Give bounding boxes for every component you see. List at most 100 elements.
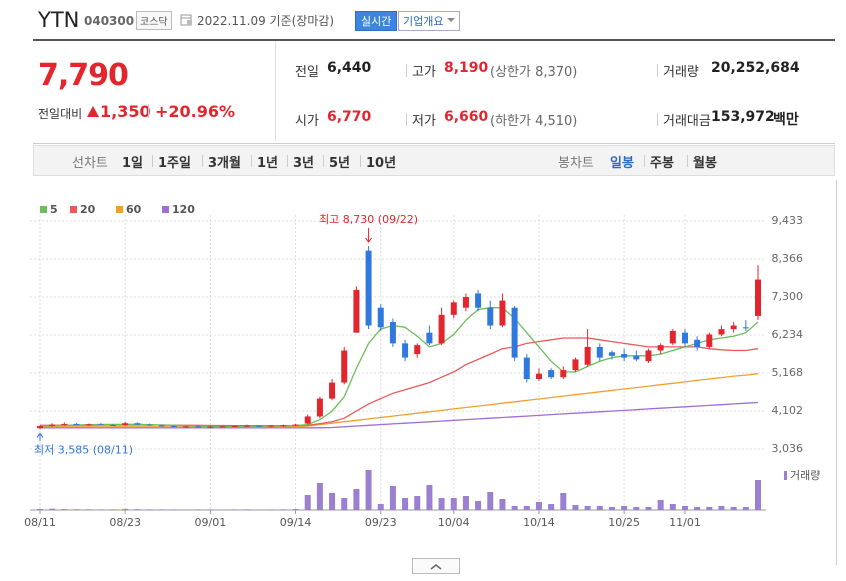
x-tick-label: 10/25 <box>608 516 640 529</box>
volume-bar <box>389 486 396 510</box>
volume-bar <box>49 508 56 510</box>
volume-bar <box>280 509 287 510</box>
volume-bar <box>499 499 506 510</box>
candle-body <box>97 424 104 426</box>
collapse-icon <box>430 564 442 570</box>
up-arrow <box>87 106 99 117</box>
candle-tab[interactable]: 월봉 <box>693 156 717 171</box>
candle-body <box>377 307 384 328</box>
period-tab[interactable]: 1주일 <box>158 156 191 171</box>
stat-value: 6,440 <box>327 60 372 76</box>
current-price: 7,790 <box>38 58 129 93</box>
legend-label: 120 <box>172 203 195 216</box>
candle-body <box>304 416 311 424</box>
candle-body <box>608 352 615 356</box>
tab-separator <box>323 155 324 167</box>
volume-bar <box>231 509 238 510</box>
volume-bar <box>316 483 323 510</box>
period-tab[interactable]: 3년 <box>293 156 315 171</box>
volume-bar <box>742 507 749 510</box>
period-tab[interactable]: 3개월 <box>208 156 241 171</box>
x-tick-label: 11/01 <box>669 516 701 529</box>
period-tab[interactable]: 10년 <box>366 156 397 171</box>
candle-body <box>122 423 129 426</box>
volume-bar <box>645 507 652 510</box>
tab-separator <box>251 155 252 167</box>
y-tick-label: 6,234 <box>772 328 804 341</box>
period-bar <box>33 145 835 176</box>
x-tick-label: 10/14 <box>523 516 555 529</box>
volume-bar <box>158 509 165 510</box>
candle-body <box>37 426 43 429</box>
change-amount: 1,350 <box>100 102 151 121</box>
y-tick-label: 9,433 <box>772 214 804 227</box>
volume-bar <box>243 509 250 510</box>
candle-body <box>268 425 275 427</box>
candle-body <box>511 307 518 358</box>
stat-label: 고가 <box>412 65 436 80</box>
x-tick-label: 08/11 <box>24 516 56 529</box>
volume-bar <box>219 509 226 510</box>
period-tab[interactable]: 5년 <box>329 156 351 171</box>
volume-bar <box>73 509 80 510</box>
legend-label: 20 <box>80 203 96 216</box>
candle-body <box>730 325 737 330</box>
stat-label: 거래대금 <box>663 114 711 129</box>
candle-body <box>280 425 287 427</box>
candle-body <box>353 289 360 333</box>
volume-legend-label: 거래량 <box>790 469 820 482</box>
volume-bar <box>523 506 530 510</box>
tab-separator <box>687 155 688 167</box>
candle-tab[interactable]: 일봉 <box>610 156 634 171</box>
stat-value: 153,972 <box>711 109 775 125</box>
stat-label: 거래량 <box>663 65 699 80</box>
candle-body <box>475 293 482 308</box>
high-annotation: 최고 8,730 (09/22) <box>319 213 418 226</box>
y-tick-label: 4,102 <box>772 404 804 417</box>
candle-body <box>170 426 177 428</box>
candle-body <box>426 332 433 344</box>
volume-bar <box>730 507 737 510</box>
chart: 5 20 60 120 3,036 4,102 5,168 6,234 7,300 8,366 9,… <box>24 203 820 529</box>
base-date: 2022.11.09 기준(장마감) <box>197 14 335 28</box>
volume-bar <box>134 509 141 510</box>
overview-button[interactable]: 기업개요 <box>398 11 461 31</box>
candle-body <box>329 382 336 399</box>
volume-bar <box>414 496 421 510</box>
candle-body <box>292 424 299 426</box>
volume-bar <box>170 509 177 510</box>
period-tab[interactable]: 1년 <box>257 156 279 171</box>
stat-separator <box>657 64 658 77</box>
candle-body <box>85 424 92 426</box>
stock-name: YTN <box>38 8 80 32</box>
y-tick-label: 5,168 <box>772 366 804 379</box>
stock-code: 040300 <box>84 14 135 28</box>
candle-body <box>183 426 190 428</box>
candle-body <box>706 334 713 347</box>
candle-body <box>487 307 494 326</box>
volume-bar <box>353 489 360 510</box>
volume-bar <box>596 506 603 510</box>
period-tab[interactable]: 1일 <box>122 156 144 171</box>
legend-swatch <box>116 206 123 213</box>
candle-body <box>694 339 701 347</box>
volume-bar <box>268 509 275 510</box>
volume-bar <box>462 496 469 510</box>
candle-tab[interactable]: 주봉 <box>650 156 674 171</box>
candle-body <box>548 370 555 378</box>
overview-label: 기업개요 <box>403 15 444 28</box>
high-arrow <box>365 228 372 243</box>
x-tick-label: 10/04 <box>438 516 470 529</box>
realtime-button[interactable]: 실시간 <box>355 11 398 31</box>
tab-separator <box>644 155 645 167</box>
volume-bar <box>377 504 384 510</box>
volume-bar <box>122 508 129 510</box>
candle-body <box>207 426 214 428</box>
collapse-button[interactable] <box>412 558 460 574</box>
volume-bar <box>681 506 688 510</box>
volume-bar <box>61 509 68 510</box>
volume-bar <box>365 470 372 510</box>
volume-bar <box>97 509 104 510</box>
volume-bar <box>633 507 640 510</box>
volume-bar <box>341 498 348 510</box>
